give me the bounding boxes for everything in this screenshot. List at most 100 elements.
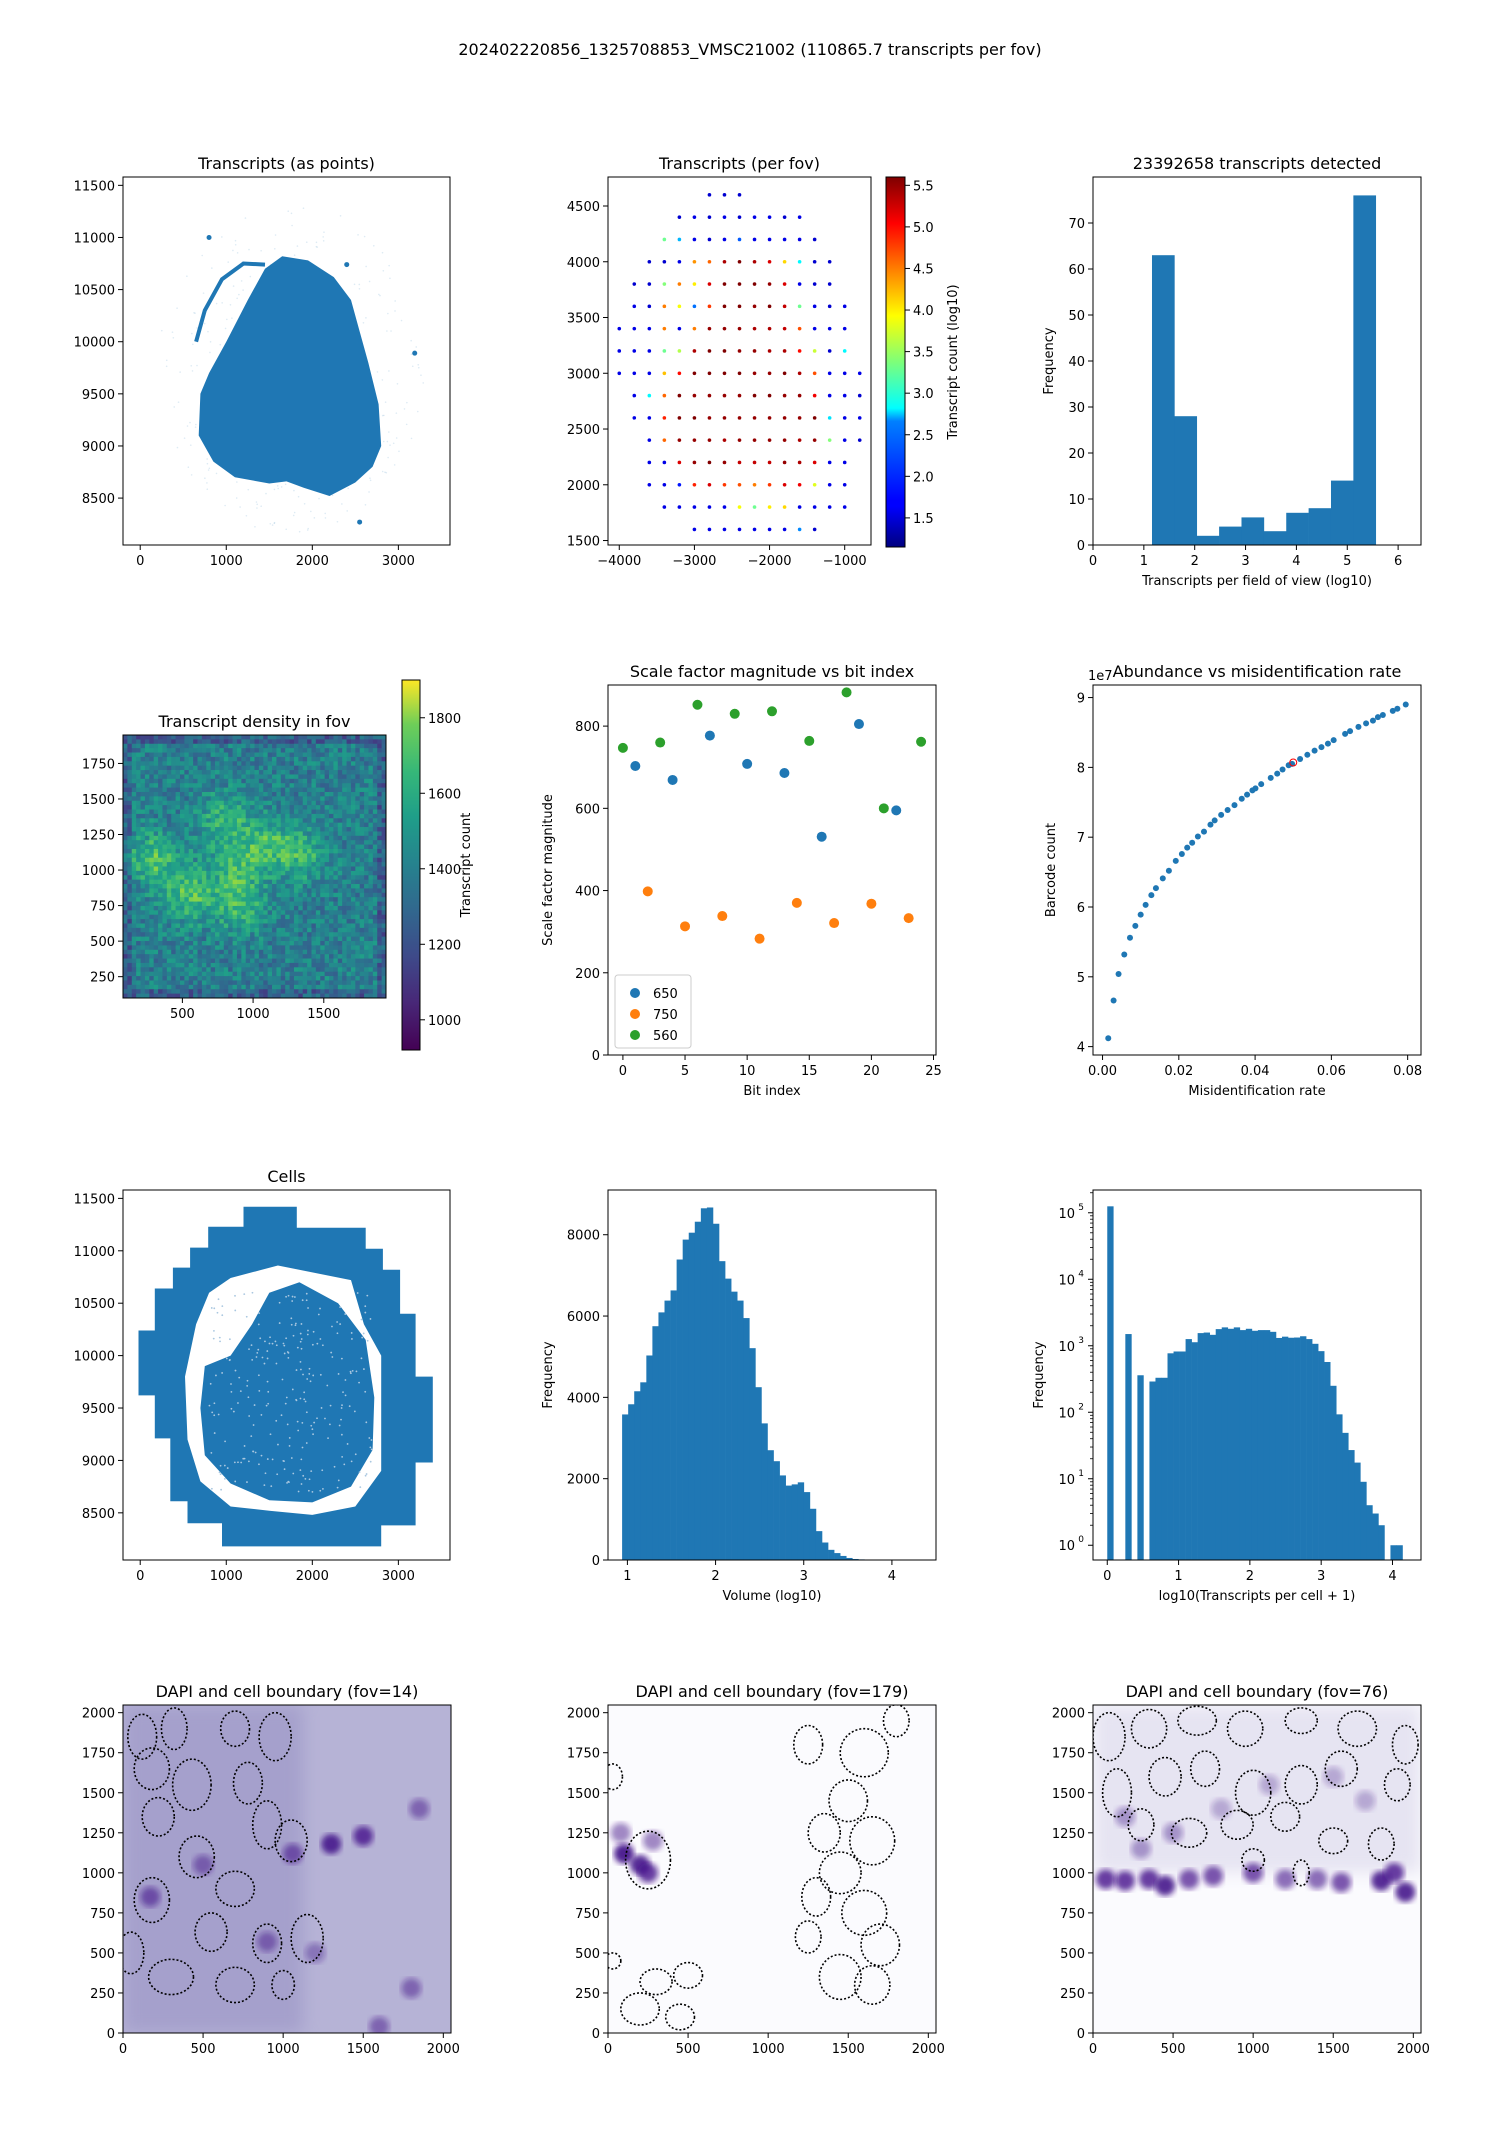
density-cell xyxy=(232,761,238,767)
density-cell xyxy=(184,800,190,806)
density-cell xyxy=(179,993,185,998)
density-cell xyxy=(364,805,369,810)
density-cell xyxy=(293,927,299,933)
density-cell xyxy=(188,778,194,784)
density-cell xyxy=(324,879,330,885)
density-cell xyxy=(320,967,326,973)
density-cell xyxy=(263,800,269,806)
data-point xyxy=(1267,774,1274,781)
background-point xyxy=(318,497,320,500)
density-cell xyxy=(162,835,168,841)
density-cell xyxy=(136,774,141,780)
density-cell xyxy=(263,827,269,832)
density-cell xyxy=(131,910,137,916)
density-cell xyxy=(346,774,352,780)
density-cell xyxy=(193,848,198,854)
density-cell xyxy=(206,796,212,802)
density-cell xyxy=(307,862,312,867)
background-point xyxy=(229,303,232,306)
y-tick-exponent: 3 xyxy=(1078,1336,1084,1346)
density-cell xyxy=(175,901,181,907)
density-cell xyxy=(136,958,141,964)
density-cell xyxy=(320,936,326,942)
density-cell xyxy=(350,945,356,951)
background-point xyxy=(244,217,247,219)
density-cell xyxy=(350,848,356,854)
density-cell xyxy=(368,927,374,933)
density-cell xyxy=(210,884,216,889)
density-cell xyxy=(149,783,155,788)
density-cell xyxy=(333,835,339,841)
histogram-bar xyxy=(846,1557,853,1560)
density-cell xyxy=(158,848,163,854)
data-point xyxy=(1274,770,1281,777)
density-cell xyxy=(377,748,383,753)
density-cell xyxy=(381,805,386,810)
background-point xyxy=(285,528,288,531)
density-cell xyxy=(219,813,225,819)
density-cell xyxy=(329,932,334,938)
density-cell xyxy=(320,818,326,824)
density-cell xyxy=(302,901,308,907)
density-cell xyxy=(258,936,264,942)
density-cell xyxy=(315,892,321,898)
density-cell xyxy=(364,993,369,998)
density-cell xyxy=(140,743,146,749)
density-cell xyxy=(368,844,374,850)
density-cell xyxy=(162,774,168,780)
density-cell xyxy=(245,941,251,946)
cell-gap-point xyxy=(338,1424,341,1427)
density-cell xyxy=(197,936,203,942)
background-point xyxy=(280,486,283,488)
density-cell xyxy=(258,743,264,749)
density-cell xyxy=(254,984,260,990)
density-cell xyxy=(193,835,198,841)
density-cell xyxy=(329,897,334,902)
density-cell xyxy=(368,800,374,806)
density-cell xyxy=(267,818,273,824)
x-tick-label: 3 xyxy=(800,1569,808,1584)
density-cell xyxy=(193,971,198,977)
density-cell xyxy=(228,831,233,837)
density-cell xyxy=(193,945,198,951)
density-cell xyxy=(381,897,386,902)
density-cell xyxy=(184,791,190,797)
density-cell xyxy=(158,831,163,837)
density-cell xyxy=(346,984,352,990)
density-cell xyxy=(364,936,369,942)
density-cell xyxy=(179,739,185,745)
density-cell xyxy=(245,962,251,968)
density-cell xyxy=(206,770,212,775)
density-cell xyxy=(206,809,212,815)
data-point xyxy=(1224,806,1231,813)
cell-gap-point xyxy=(299,1332,302,1335)
density-cell xyxy=(136,936,141,942)
y-tick-label: 10 xyxy=(1058,1273,1075,1288)
density-cell xyxy=(311,818,317,824)
cell-gap-point xyxy=(336,1321,339,1323)
density-cell xyxy=(346,914,352,920)
density-cell xyxy=(175,866,181,872)
density-cell xyxy=(298,844,304,850)
density-cell xyxy=(162,756,168,762)
histogram-bar xyxy=(1288,1337,1295,1560)
density-cell xyxy=(276,857,282,863)
density-cell xyxy=(232,857,238,863)
density-cell xyxy=(337,976,343,981)
density-cell xyxy=(236,976,242,981)
density-cell xyxy=(153,967,159,973)
cell-gap-point xyxy=(238,1376,241,1379)
density-cell xyxy=(302,835,308,841)
density-cell xyxy=(179,910,185,916)
density-cell xyxy=(236,862,242,867)
density-cell xyxy=(302,884,308,889)
background-point xyxy=(364,504,367,506)
cell-gap-point xyxy=(215,1374,217,1377)
density-cell xyxy=(276,993,282,998)
cell-gap-point xyxy=(264,1472,267,1475)
fov-point xyxy=(737,527,742,532)
density-cell xyxy=(175,835,181,841)
density-cell xyxy=(377,835,383,841)
